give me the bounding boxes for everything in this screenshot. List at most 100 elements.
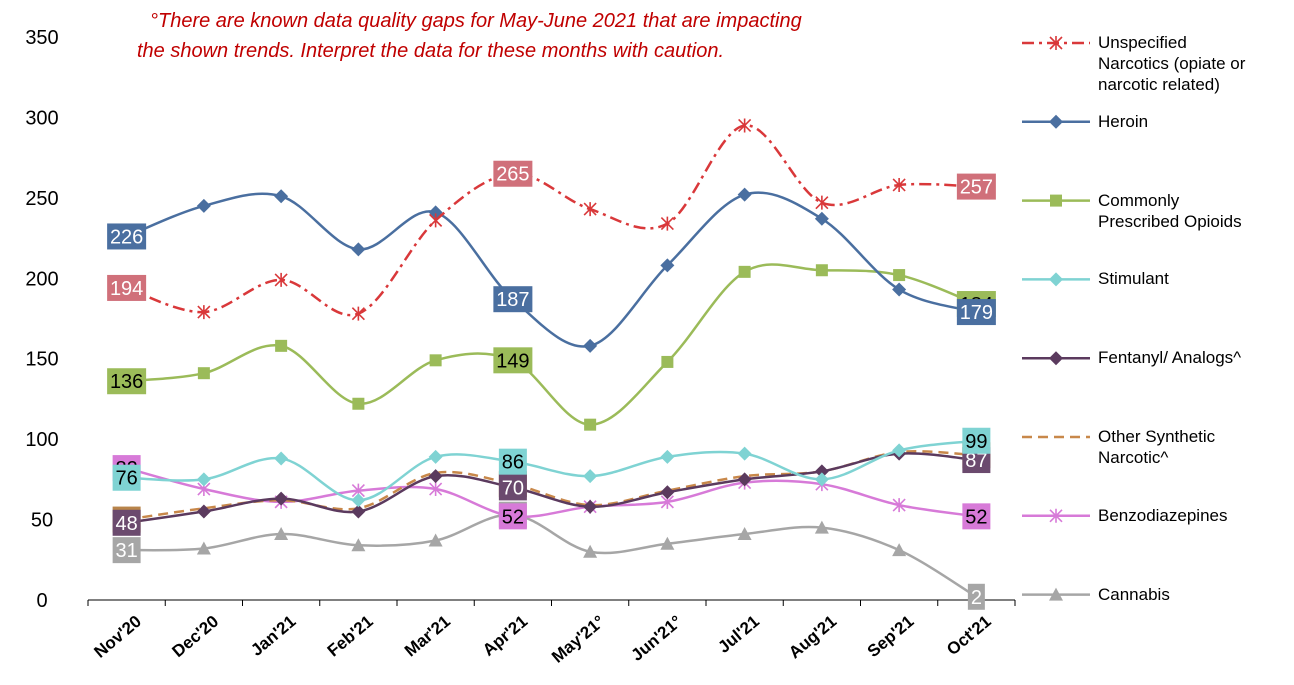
data-label: 86 (502, 452, 524, 474)
data-label-bg (112, 509, 141, 536)
marker (660, 449, 675, 464)
marker (429, 213, 443, 228)
data-label-bg (956, 299, 996, 326)
data-label: 52 (502, 506, 524, 528)
data-label-bg (107, 368, 147, 395)
x-tick-label: Jan'21 (247, 612, 299, 660)
legend-label: Other Synthetic Narcotic^ (1098, 427, 1216, 467)
data-label-bg (967, 583, 985, 610)
x-tick-label: Oct'21 (943, 612, 995, 660)
marker (197, 305, 211, 320)
marker (584, 418, 597, 431)
y-tick-label: 150 (25, 349, 58, 371)
x-tick-label: Sep'21 (864, 612, 918, 661)
data-label: 187 (496, 289, 529, 311)
data-label: 179 (960, 302, 993, 324)
marker (583, 544, 598, 558)
marker (351, 538, 366, 552)
series (120, 263, 983, 431)
data-label: 76 (116, 468, 138, 490)
data-label: 99 (965, 431, 987, 453)
marker (197, 367, 210, 380)
marker (275, 339, 288, 352)
legend-label: Cannabis (1098, 584, 1170, 604)
data-label-bg (962, 503, 991, 530)
marker (196, 472, 211, 487)
annotation: the shown trends. Interpret the data for… (137, 40, 724, 62)
data-label: 149 (496, 350, 529, 372)
legend-label: Stimulant (1098, 269, 1169, 289)
marker (892, 177, 906, 192)
x-tick-label: Mar'21 (401, 612, 454, 661)
marker (737, 527, 752, 541)
legend-label: Benzodiazepines (1098, 505, 1228, 525)
data-label-bg (107, 274, 147, 301)
marker (196, 541, 211, 555)
y-tick-label: 350 (25, 27, 58, 49)
series (119, 446, 984, 530)
series-line (126, 124, 977, 317)
marker (352, 397, 365, 410)
marker (351, 493, 366, 508)
marker (738, 265, 751, 278)
data-label-bg (498, 474, 527, 501)
data-label-bg (498, 503, 527, 530)
legend-label: Fentanyl/ Analogs^ (1098, 348, 1242, 368)
marker (583, 499, 598, 514)
marker (429, 354, 442, 367)
y-tick-label: 300 (25, 107, 58, 129)
marker (660, 258, 675, 273)
data-label-bg (498, 448, 527, 475)
marker (892, 443, 907, 458)
series-line (126, 263, 977, 426)
legend-label: Unspecified Narcotics (opiate or narcoti… (1098, 33, 1246, 94)
y-tick-label: 250 (25, 188, 58, 210)
x-tick-label: Aug'21 (785, 612, 840, 663)
marker (815, 195, 829, 210)
marker (814, 520, 829, 534)
marker (738, 118, 752, 133)
data-label: 257 (960, 177, 993, 199)
data-label-bg (493, 286, 533, 313)
legend-label: Commonly Prescribed Opioids (1098, 190, 1242, 231)
marker (1049, 587, 1063, 601)
data-label-bg (956, 173, 996, 200)
y-tick-label: 50 (31, 510, 53, 532)
data-label-bg (107, 223, 147, 250)
data-label: 87 (965, 450, 987, 472)
marker (660, 485, 675, 500)
data-label-bg (112, 537, 141, 564)
marker (274, 451, 289, 466)
marker (814, 472, 829, 487)
series (120, 118, 983, 321)
marker (351, 504, 366, 519)
marker (737, 446, 752, 461)
data-label: 194 (110, 278, 143, 300)
marker (814, 211, 829, 226)
data-label: 136 (110, 371, 143, 393)
marker (1049, 508, 1063, 523)
marker (274, 189, 289, 204)
marker (892, 498, 906, 513)
marker (737, 472, 752, 487)
data-label: 70 (502, 477, 524, 499)
data-label: 226 (110, 226, 143, 248)
marker (351, 242, 366, 257)
marker (196, 198, 211, 213)
x-tick-label: Nov'20 (91, 612, 145, 662)
marker (1049, 36, 1063, 50)
annotation: °There are known data quality gaps for M… (150, 10, 802, 32)
data-label-bg (493, 160, 533, 187)
marker (892, 282, 907, 297)
marker (660, 216, 674, 231)
x-tick-label: Jul'21 (714, 612, 763, 657)
series (119, 507, 984, 603)
y-tick-label: 200 (25, 268, 58, 290)
data-label: 265 (496, 164, 529, 186)
data-label: 52 (965, 506, 987, 528)
marker (892, 543, 907, 557)
x-tick-label: May'21° (548, 612, 608, 667)
x-tick-label: Jun'21° (627, 612, 685, 665)
